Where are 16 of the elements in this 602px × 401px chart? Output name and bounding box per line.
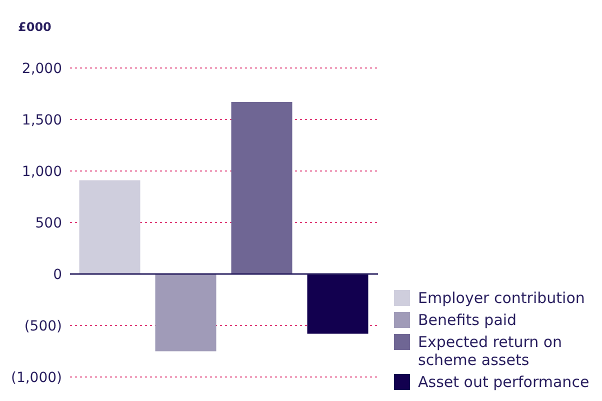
y-tick-label: 500 xyxy=(35,215,62,232)
legend-label: Benefits paid xyxy=(418,311,517,329)
y-tick-label: 0 xyxy=(53,266,62,283)
legend-label: Asset out performance xyxy=(418,373,590,391)
legend-label: Expected return on scheme assets xyxy=(418,333,564,369)
bar xyxy=(155,274,216,352)
y-tick-label: 1,000 xyxy=(22,164,62,180)
bar xyxy=(307,274,368,334)
y-tick-label: (500) xyxy=(24,318,62,334)
bar xyxy=(231,102,292,274)
y-axis-title: £000 xyxy=(18,20,52,34)
bar xyxy=(79,180,140,274)
y-tick-label: 2,000 xyxy=(22,60,62,77)
legend-label: Employer contribution xyxy=(418,289,585,307)
y-tick-label: (1,000) xyxy=(10,370,62,386)
y-tick-label: 1,500 xyxy=(22,112,62,128)
